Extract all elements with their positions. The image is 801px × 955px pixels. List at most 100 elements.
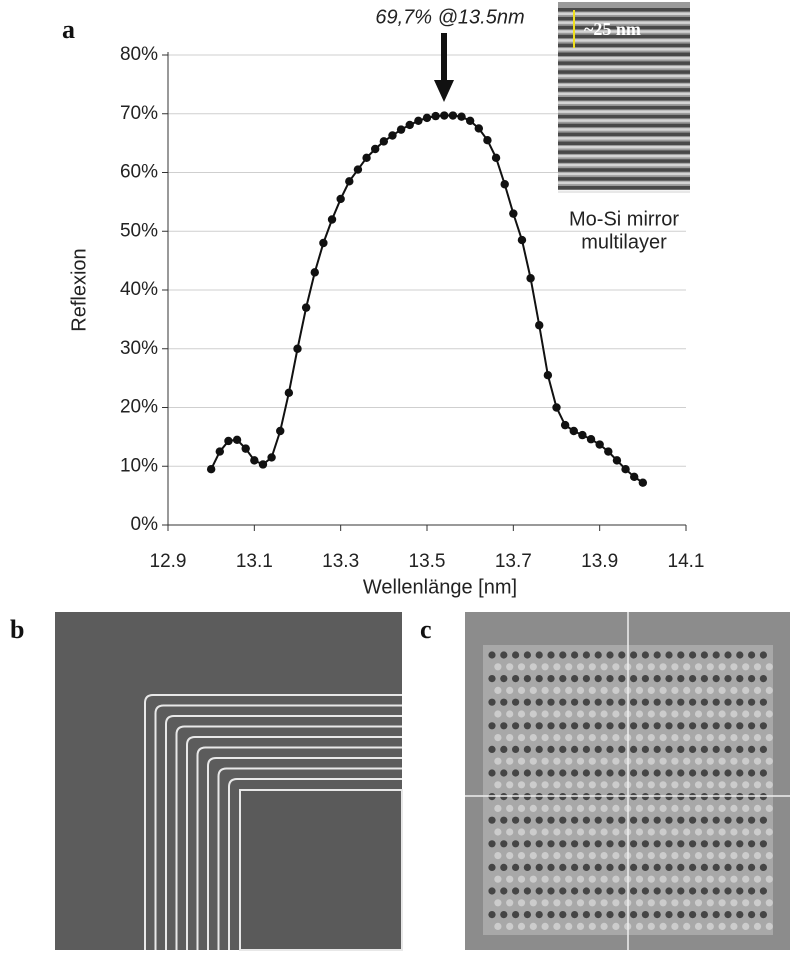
data-point [241, 444, 250, 453]
hole [506, 663, 514, 671]
hole [742, 852, 750, 860]
hole [736, 863, 744, 872]
line-pattern [207, 757, 402, 950]
hole [511, 722, 520, 730]
data-point [319, 238, 328, 248]
hole [724, 745, 732, 754]
hole [529, 781, 537, 789]
hole [553, 710, 561, 718]
hole [535, 698, 543, 706]
hole [753, 663, 762, 671]
hole [606, 698, 614, 706]
hole [517, 663, 526, 671]
hole [565, 804, 573, 813]
layer-stripe [558, 190, 690, 193]
hole [529, 710, 537, 718]
hole [653, 887, 661, 895]
hole [541, 875, 549, 883]
hole [683, 852, 691, 860]
hole [588, 734, 596, 742]
hole [635, 663, 644, 671]
hole [511, 675, 520, 683]
hole [700, 887, 709, 895]
hole [641, 651, 650, 659]
hole [671, 852, 679, 860]
hole [765, 828, 773, 836]
hole [665, 675, 673, 683]
hole [759, 816, 768, 824]
hole [635, 828, 644, 836]
hole [494, 899, 502, 907]
hole [724, 816, 732, 824]
hole [594, 698, 602, 706]
hole [765, 804, 773, 813]
hole [712, 887, 720, 895]
hole [742, 781, 750, 789]
hole [683, 804, 691, 813]
hole [488, 769, 496, 777]
hole [517, 710, 526, 718]
hole [748, 675, 756, 683]
hole [718, 852, 726, 860]
hole [635, 734, 644, 742]
hole [659, 852, 667, 860]
hole [571, 887, 579, 895]
hole [494, 828, 502, 836]
hole [618, 911, 626, 919]
hole [571, 698, 579, 706]
hole [641, 722, 650, 730]
data-point [491, 153, 501, 163]
hole [641, 863, 650, 872]
hole [671, 710, 679, 718]
data-point [258, 460, 268, 469]
hole [588, 757, 596, 765]
hole [588, 663, 596, 671]
hole [612, 852, 620, 860]
hole [523, 863, 532, 872]
hole [576, 734, 585, 742]
hole [742, 875, 750, 883]
hole [694, 734, 703, 742]
hole [653, 651, 661, 659]
hole [647, 663, 655, 671]
hole [571, 911, 579, 919]
hole [547, 911, 555, 919]
hole [494, 686, 502, 695]
hole [677, 887, 685, 895]
annotation: 69,7% @13.5nm [375, 6, 524, 28]
hole [748, 651, 756, 659]
hole [748, 840, 756, 848]
hole [565, 757, 573, 765]
hole [535, 816, 543, 824]
hole [600, 804, 608, 813]
hole [576, 852, 585, 860]
hole [706, 663, 714, 671]
hole [600, 899, 608, 907]
hole [571, 840, 579, 848]
hole [718, 757, 726, 765]
hole [765, 781, 773, 789]
hole [718, 828, 726, 836]
layer-stripe [558, 114, 690, 119]
hole [742, 899, 750, 907]
line-pattern [144, 694, 402, 950]
hole [742, 710, 750, 718]
hole [718, 734, 726, 742]
hole [582, 651, 591, 659]
hole [689, 651, 697, 659]
hole [730, 804, 738, 813]
hole [665, 745, 673, 754]
hole [582, 675, 591, 683]
layer-stripe [558, 141, 690, 145]
hole [724, 840, 732, 848]
hole [730, 781, 738, 789]
hole [641, 840, 650, 848]
hole [535, 887, 543, 895]
hole [653, 722, 661, 730]
hole [706, 757, 714, 765]
hole [724, 651, 732, 659]
hole [500, 769, 508, 777]
inner-region [239, 789, 403, 951]
hole [600, 852, 608, 860]
hole [730, 828, 738, 836]
